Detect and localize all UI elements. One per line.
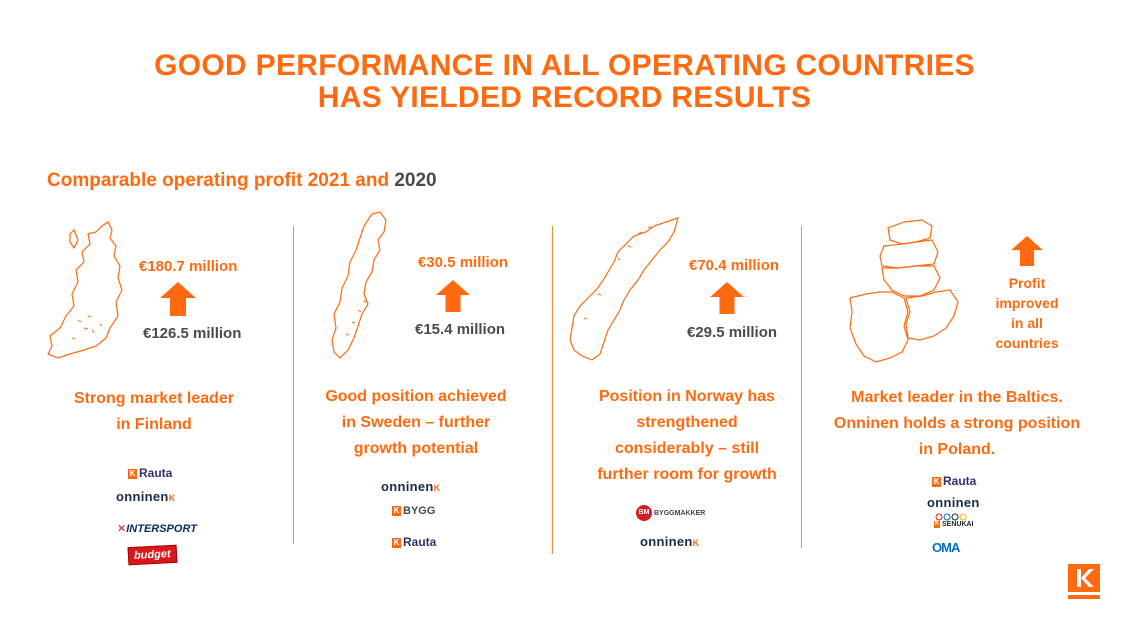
- finland-desc-line-1: Strong market leader: [73, 390, 235, 407]
- k-rauta-logo: K Rauta: [128, 466, 173, 480]
- page-title: GOOD PERFORMANCE IN ALL OPERATING COUNTR…: [0, 50, 1129, 114]
- sweden-map: [331, 211, 387, 359]
- onninen-logo: onninenK: [116, 489, 176, 504]
- onninen-logo: onninen: [927, 495, 980, 510]
- budget-sport-logo: budget: [127, 544, 178, 566]
- oma-logo: OMA: [932, 540, 960, 555]
- baltics-desc-line-3: in Poland.: [918, 441, 996, 458]
- finland-desc-line-2: in Finland: [116, 416, 192, 433]
- intersport-logo: ✕INTERSPORT: [117, 523, 197, 535]
- column-divider-3: [801, 226, 802, 548]
- title-line-1: GOOD PERFORMANCE IN ALL OPERATING COUNTR…: [154, 49, 975, 82]
- up-arrow-icon: [436, 280, 470, 312]
- norway-desc-line-3: considerably – still: [614, 440, 760, 457]
- sweden-desc-line-2: in Sweden – further: [341, 414, 491, 431]
- norway-value-2021: €70.4 million: [689, 257, 780, 274]
- column-divider-1: [293, 226, 294, 544]
- norway-desc-line-1: Position in Norway has: [598, 388, 776, 405]
- column-divider-2: [552, 226, 553, 554]
- sweden-description: Good position achieved in Sweden – furth…: [306, 384, 526, 462]
- up-arrow-icon: [1011, 236, 1043, 266]
- title-line-2: HAS YIELDED RECORD RESULTS: [317, 81, 812, 114]
- subtitle-year: 2020: [394, 170, 437, 191]
- norway-value-2020: €29.5 million: [687, 324, 778, 341]
- sweden-desc-line-1: Good position achieved: [325, 388, 507, 405]
- profit-note-line-4: countries: [995, 335, 1059, 351]
- k-bygg-logo: K BYGG: [392, 505, 436, 517]
- finland-map: [47, 221, 123, 359]
- sweden-value-2021: €30.5 million: [418, 254, 509, 271]
- baltics-poland-map: [849, 219, 959, 363]
- senukai-logo: K SENUKAI: [934, 513, 974, 528]
- up-arrow-icon: [160, 282, 196, 316]
- baltics-desc-line-1: Market leader in the Baltics.: [851, 389, 1063, 406]
- k-rauta-logo: K Rauta: [932, 474, 977, 488]
- norway-description: Position in Norway has strengthened cons…: [572, 384, 802, 488]
- profit-note-line-1: Profit: [1008, 275, 1046, 291]
- profit-note-line-2: improved: [995, 295, 1059, 311]
- baltics-profit-note: Profit improved in all countries: [986, 273, 1068, 353]
- sweden-value-2020: €15.4 million: [415, 321, 506, 338]
- section-subtitle: Comparable operating profit 2021 and 202…: [47, 170, 437, 192]
- senukai-rings-icon: [935, 513, 967, 521]
- sweden-desc-line-3: growth potential: [353, 440, 479, 457]
- onninen-logo: onninenK: [381, 479, 441, 494]
- norway-desc-line-4: further room for growth: [597, 466, 777, 483]
- baltics-desc-line-2: Onninen holds a strong position: [833, 415, 1081, 432]
- baltics-description: Market leader in the Baltics. Onninen ho…: [826, 385, 1088, 463]
- norway-desc-line-2: strengthened: [636, 414, 738, 431]
- k-rauta-logo: K Rauta: [392, 535, 437, 549]
- onninen-logo: onninenK: [640, 534, 700, 549]
- kesko-k-logo: [1068, 564, 1100, 599]
- up-arrow-icon: [710, 282, 744, 314]
- profit-note-line-3: in all: [1011, 315, 1043, 331]
- subtitle-prefix: Comparable operating profit 2021 and: [47, 170, 395, 191]
- norway-map: [569, 217, 679, 361]
- finland-value-2020: €126.5 million: [143, 325, 242, 342]
- finland-description: Strong market leader in Finland: [44, 386, 264, 438]
- byggmakker-logo: BM BYGGMAKKER: [636, 505, 705, 521]
- finland-value-2021: €180.7 million: [139, 258, 238, 275]
